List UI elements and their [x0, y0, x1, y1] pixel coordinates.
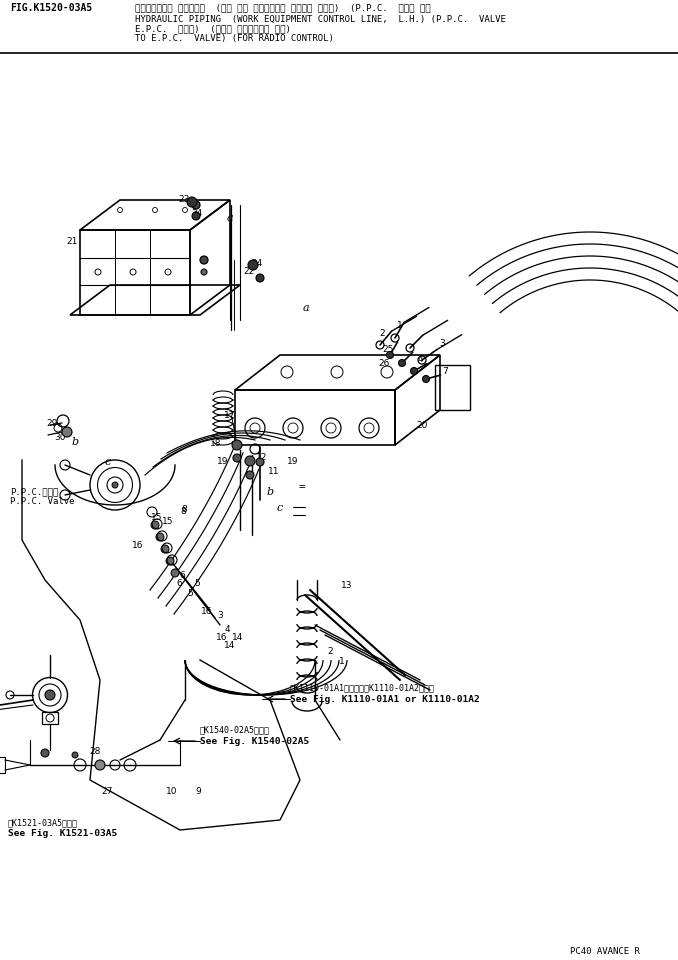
Circle shape	[192, 212, 200, 220]
Circle shape	[422, 375, 429, 382]
Circle shape	[45, 690, 55, 700]
Text: ハイドロリック パイピング  (サゴ ヨキ コントロール ライン、 ヒダリ)  (P.P.C.  バルブ から: ハイドロリック パイピング (サゴ ヨキ コントロール ライン、 ヒダリ) (P…	[135, 4, 431, 12]
Text: 23: 23	[178, 196, 190, 204]
Text: 5: 5	[187, 588, 193, 597]
Text: a: a	[226, 213, 233, 223]
Text: 14: 14	[224, 640, 236, 650]
Text: P.P.C. Valve: P.P.C. Valve	[10, 497, 75, 507]
Bar	[435, 365, 470, 410]
Text: 19: 19	[287, 458, 299, 467]
Circle shape	[166, 557, 174, 565]
Text: 17: 17	[224, 412, 236, 420]
Text: 11: 11	[268, 467, 280, 475]
Text: c: c	[277, 503, 283, 513]
Text: 3: 3	[217, 612, 223, 620]
Text: 5: 5	[194, 580, 200, 588]
Text: 19: 19	[217, 458, 228, 467]
Text: 27: 27	[101, 787, 113, 797]
Circle shape	[41, 749, 49, 757]
Text: 16: 16	[132, 540, 144, 549]
Text: 24: 24	[252, 259, 262, 269]
Text: 18: 18	[210, 440, 222, 448]
Circle shape	[256, 458, 264, 466]
Text: 28: 28	[89, 748, 101, 756]
Circle shape	[201, 269, 207, 275]
Text: 16: 16	[216, 634, 228, 642]
Circle shape	[232, 440, 242, 450]
Circle shape	[156, 533, 164, 541]
Text: =: =	[298, 482, 305, 492]
Text: 4: 4	[224, 626, 230, 635]
Text: 7: 7	[442, 368, 448, 376]
Text: 9: 9	[195, 787, 201, 797]
Circle shape	[112, 482, 118, 488]
Text: PC40 AVANCE R: PC40 AVANCE R	[570, 948, 640, 956]
Circle shape	[246, 471, 254, 479]
Text: 26: 26	[378, 359, 390, 369]
Bar	[0, 757, 5, 773]
Text: 2: 2	[379, 329, 385, 339]
Text: 13: 13	[341, 581, 353, 589]
Circle shape	[399, 359, 405, 367]
Circle shape	[72, 752, 78, 758]
Text: 22: 22	[243, 267, 255, 276]
Text: 8: 8	[181, 505, 187, 514]
Bar	[42, 712, 58, 724]
Circle shape	[62, 427, 72, 437]
Text: 12: 12	[256, 453, 268, 463]
Text: P.P.C.バルブ: P.P.C.バルブ	[10, 488, 58, 496]
Text: 20: 20	[416, 421, 428, 430]
Text: 2: 2	[327, 646, 333, 656]
Circle shape	[95, 760, 105, 770]
Text: FIG.K1520-03A5: FIG.K1520-03A5	[10, 3, 92, 13]
Circle shape	[410, 368, 418, 374]
Text: 21: 21	[66, 237, 78, 247]
Text: TO E.P.C.  VALVE) (FOR RADIO CONTROL): TO E.P.C. VALVE) (FOR RADIO CONTROL)	[135, 35, 334, 43]
Text: 第K1110-01A1図または第K1110-01A2図参照: 第K1110-01A1図または第K1110-01A2図参照	[290, 684, 435, 692]
Circle shape	[248, 260, 258, 270]
Text: 第K1540-02A5図参照: 第K1540-02A5図参照	[200, 726, 270, 734]
Text: 6: 6	[179, 570, 185, 580]
Circle shape	[193, 212, 199, 218]
Text: HYDRAULIC PIPING  (WORK EQUIPMENT CONTROL LINE,  L.H.) (P.P.C.  VALVE: HYDRAULIC PIPING (WORK EQUIPMENT CONTROL…	[135, 14, 506, 23]
Text: b: b	[71, 437, 79, 447]
Text: See Fig. K1540-02A5: See Fig. K1540-02A5	[200, 736, 309, 746]
Circle shape	[151, 521, 159, 529]
Text: See Fig. K1110-01A1 or K1110-01A2: See Fig. K1110-01A1 or K1110-01A2	[290, 694, 480, 704]
Text: 10: 10	[166, 787, 178, 797]
Text: b: b	[266, 487, 273, 497]
Text: 第K1521-03A5図参照: 第K1521-03A5図参照	[8, 819, 78, 828]
Text: 3: 3	[439, 340, 445, 348]
Text: 29: 29	[46, 419, 58, 427]
Text: 25: 25	[382, 345, 394, 353]
Text: E.P.C.  バルブ)  (ラジオ コントロール ヨリ): E.P.C. バルブ) (ラジオ コントロール ヨリ)	[135, 25, 291, 34]
Text: 14: 14	[233, 633, 243, 641]
Circle shape	[245, 456, 255, 466]
Circle shape	[192, 201, 200, 209]
Circle shape	[256, 274, 264, 282]
Text: a: a	[302, 303, 309, 313]
Text: c: c	[105, 457, 111, 467]
Text: 15: 15	[151, 513, 163, 521]
Text: 1: 1	[339, 658, 345, 666]
Text: 8: 8	[180, 508, 186, 516]
Circle shape	[171, 569, 179, 577]
Circle shape	[233, 454, 241, 462]
Circle shape	[161, 545, 169, 553]
Text: 1: 1	[397, 321, 403, 329]
Text: 30: 30	[54, 433, 66, 442]
Bar	[235, 390, 395, 445]
Text: 16: 16	[201, 608, 213, 616]
Text: 6: 6	[176, 579, 182, 588]
Text: See Fig. K1521-03A5: See Fig. K1521-03A5	[8, 829, 117, 838]
Text: 24: 24	[191, 208, 203, 218]
Bar	[80, 230, 190, 315]
Circle shape	[187, 197, 197, 207]
Circle shape	[386, 351, 393, 358]
Text: 4: 4	[417, 354, 423, 364]
Circle shape	[200, 256, 208, 264]
Text: 15: 15	[162, 516, 174, 525]
